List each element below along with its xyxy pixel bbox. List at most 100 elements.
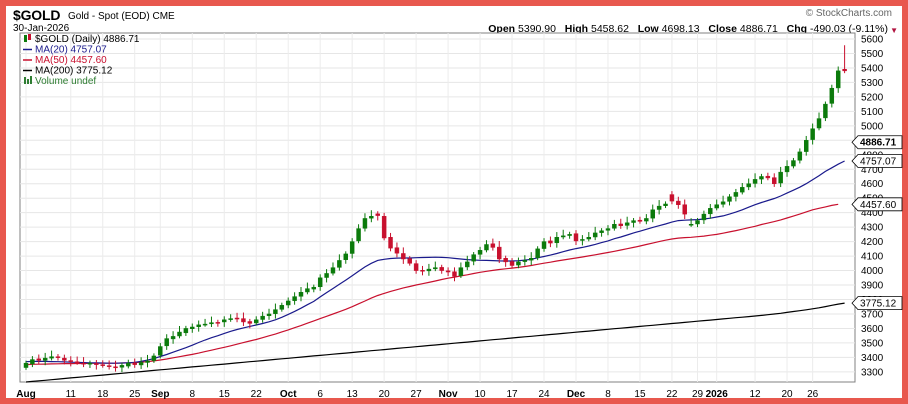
candle xyxy=(55,354,61,361)
y-tick-label: 4300 xyxy=(861,223,884,234)
x-tick-label: Aug xyxy=(16,389,35,400)
x-tick-label: 22 xyxy=(666,389,678,400)
symbol-title: $GOLD xyxy=(13,7,61,23)
candle xyxy=(266,308,272,320)
candle xyxy=(62,354,67,365)
down-arrow-icon: ▼ xyxy=(890,26,898,35)
candle xyxy=(720,195,726,208)
legend-label: MA(50) 4457.60 xyxy=(35,55,107,66)
candle xyxy=(624,216,630,230)
candle xyxy=(158,343,163,359)
y-tick-label: 4100 xyxy=(861,252,884,263)
candle xyxy=(183,325,189,336)
candle xyxy=(247,318,253,329)
y-tick-label: 4200 xyxy=(861,237,884,248)
y-tick-label: 5500 xyxy=(861,49,884,60)
x-tick-label: Sep xyxy=(151,389,169,400)
chart-date: 30-Jan-2026 xyxy=(13,23,70,34)
candle xyxy=(535,246,540,261)
candle xyxy=(573,230,579,245)
candle-icon xyxy=(24,35,27,42)
candle xyxy=(30,356,35,368)
candle xyxy=(343,251,348,264)
candle xyxy=(298,287,304,302)
candle xyxy=(292,292,297,305)
x-tick-label: 15 xyxy=(634,389,646,400)
candle xyxy=(330,262,336,276)
candle xyxy=(458,262,464,278)
candle xyxy=(529,252,534,266)
candle xyxy=(42,352,48,366)
candle xyxy=(439,264,444,274)
candle xyxy=(816,112,822,131)
candle xyxy=(222,316,227,327)
x-tick-label: 10 xyxy=(475,389,487,400)
x-tick-label: 15 xyxy=(219,389,231,400)
y-tick-label: 5000 xyxy=(861,121,884,132)
candle xyxy=(126,359,131,369)
candle xyxy=(164,334,169,350)
value-label-3775-12: 3775.12 xyxy=(851,296,903,311)
candle xyxy=(381,212,387,241)
candle xyxy=(746,178,751,191)
candle xyxy=(490,238,496,251)
candle xyxy=(324,269,329,283)
candle xyxy=(452,267,457,282)
legend-label: $GOLD (Daily) 4886.71 xyxy=(35,34,140,45)
candle xyxy=(369,210,374,223)
candle xyxy=(477,246,483,260)
candle xyxy=(311,284,317,293)
candle xyxy=(209,316,214,328)
x-tick-label: 18 xyxy=(97,389,109,400)
candle xyxy=(68,356,73,367)
candle xyxy=(605,225,611,236)
x-tick-label: 20 xyxy=(379,389,391,400)
x-tick-label: Nov xyxy=(439,389,458,400)
candle xyxy=(465,255,470,271)
candle xyxy=(676,196,681,209)
candle xyxy=(503,255,508,267)
candle xyxy=(484,240,489,253)
candle xyxy=(228,314,233,322)
candle xyxy=(842,45,847,74)
candle xyxy=(362,213,368,232)
candle xyxy=(36,354,42,365)
y-tick-label: 4700 xyxy=(861,165,884,176)
candle xyxy=(260,311,265,323)
legend-label: Volume undef xyxy=(35,76,96,87)
y-tick-label: 3900 xyxy=(861,281,884,292)
candle xyxy=(650,204,655,223)
candle xyxy=(797,148,803,164)
value-label-text: 4757.07 xyxy=(860,156,897,167)
ohlc-readout: Open 5390.90 High 5458.62 Low 4698.13 Cl… xyxy=(488,23,888,35)
x-tick-label: 13 xyxy=(347,389,359,400)
candle xyxy=(752,173,758,188)
candle xyxy=(407,256,412,266)
candle xyxy=(254,316,259,326)
candle xyxy=(87,360,93,368)
y-tick-label: 3500 xyxy=(861,338,884,349)
candle xyxy=(317,274,323,291)
candle xyxy=(49,350,54,361)
candle xyxy=(279,302,285,312)
x-tick-label: 26 xyxy=(807,389,819,400)
x-tick-label: Dec xyxy=(567,389,586,400)
x-tick-label: 17 xyxy=(506,389,518,400)
x-tick-label: 20 xyxy=(781,389,793,400)
candle xyxy=(81,357,86,368)
y-tick-label: 3400 xyxy=(861,353,884,364)
volume-icon xyxy=(24,77,26,84)
candle xyxy=(234,312,240,323)
candle xyxy=(772,173,777,187)
y-tick-label: 4600 xyxy=(861,179,884,190)
symbol-description: Gold - Spot (EOD) CME xyxy=(68,11,175,22)
candle xyxy=(285,297,291,309)
y-tick-label: 5600 xyxy=(861,35,884,46)
candle xyxy=(567,231,572,239)
legend-item: MA(20) 4757.07 xyxy=(23,45,107,56)
candle xyxy=(663,201,668,209)
chart-header: $GOLD Gold - Spot (EOD) CME 30-Jan-2026 … xyxy=(6,6,902,36)
legend-item: Volume undef xyxy=(24,76,96,87)
candle xyxy=(132,358,137,368)
legend-item: MA(50) 4457.60 xyxy=(23,55,107,66)
